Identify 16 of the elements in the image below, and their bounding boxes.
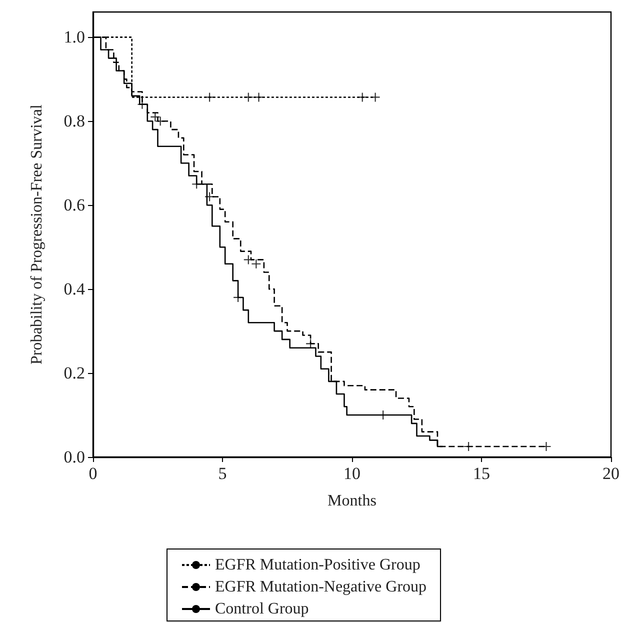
y-tick-label: 0.2 bbox=[64, 364, 85, 383]
x-axis-title: Months bbox=[328, 492, 376, 510]
x-tick-label: 15 bbox=[473, 464, 490, 483]
y-tick-label: 0.4 bbox=[64, 280, 86, 299]
legend-label: EGFR Mutation-Positive Group bbox=[215, 556, 420, 574]
y-tick-label: 0.6 bbox=[64, 196, 85, 215]
y-tick-label: 0.8 bbox=[64, 112, 85, 131]
x-tick-label: 10 bbox=[344, 464, 360, 483]
y-tick-label: 0.0 bbox=[64, 448, 85, 466]
x-tick-label: 20 bbox=[602, 464, 620, 483]
y-axis-title: Probability of Progression-Free Survival bbox=[28, 104, 46, 364]
x-tick-label: 5 bbox=[218, 464, 227, 483]
y-tick-label: 1.0 bbox=[64, 28, 85, 47]
legend-label: EGFR Mutation-Negative Group bbox=[215, 578, 427, 596]
x-tick-label: 0 bbox=[88, 464, 98, 483]
legend-label: Control Group bbox=[215, 600, 309, 618]
